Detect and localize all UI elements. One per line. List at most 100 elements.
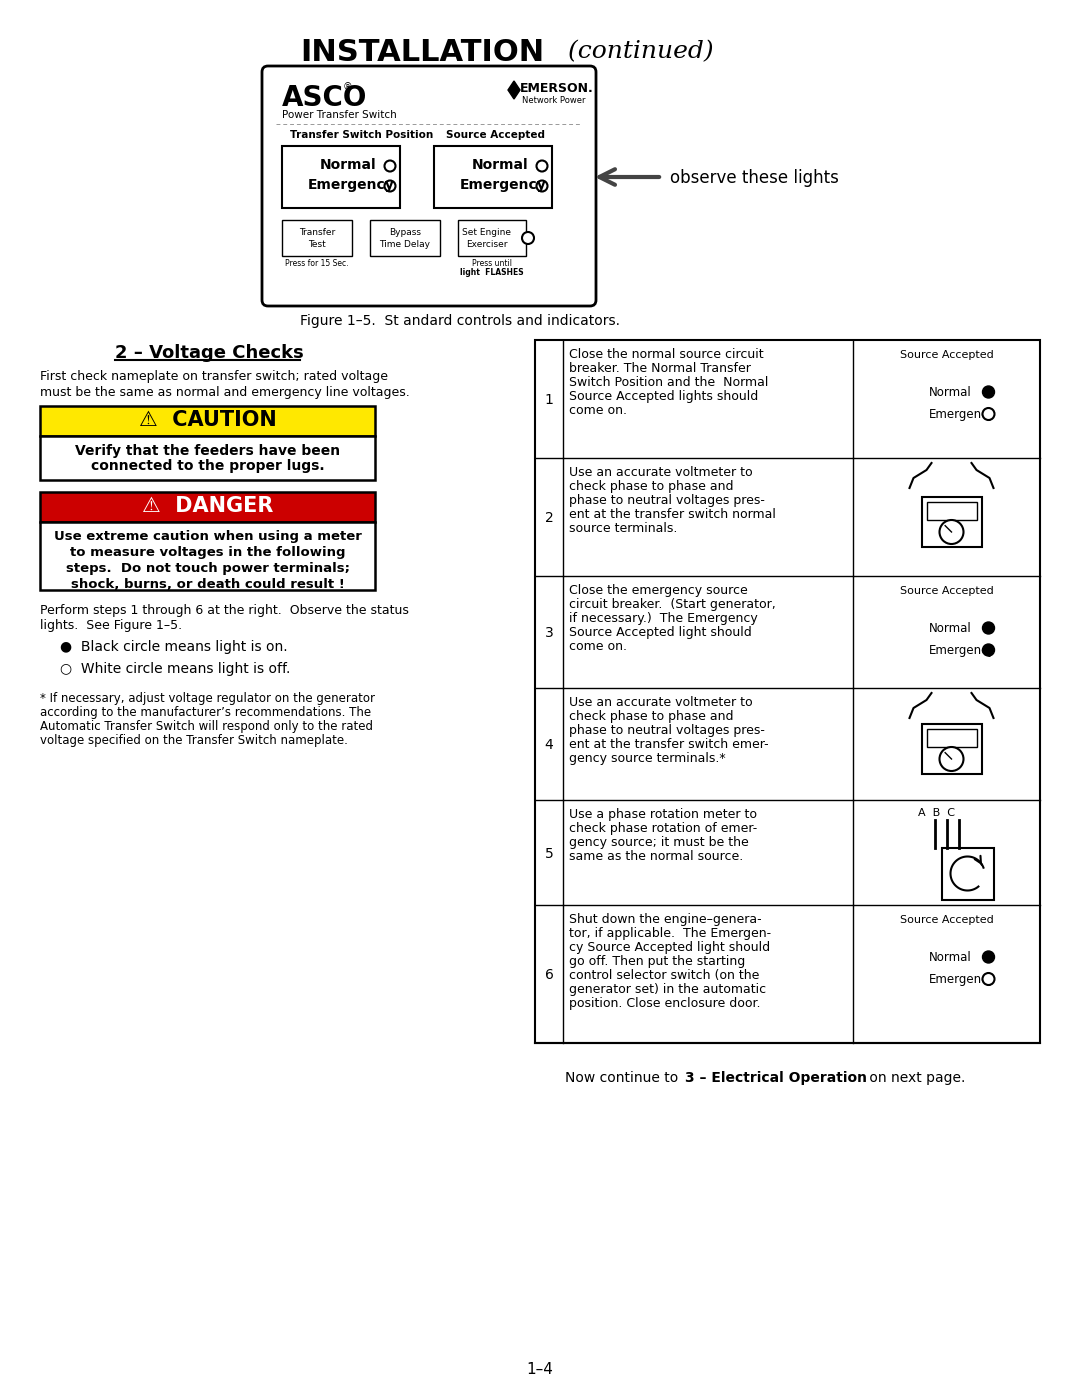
Text: generator set) in the automatic: generator set) in the automatic — [569, 983, 766, 996]
Text: Bypass: Bypass — [389, 228, 421, 237]
Text: 4: 4 — [544, 738, 553, 752]
Text: source terminals.: source terminals. — [569, 522, 677, 535]
Text: 2 – Voltage Checks: 2 – Voltage Checks — [114, 344, 303, 362]
Bar — [282, 219, 352, 256]
Text: Exerciser: Exerciser — [467, 240, 508, 249]
Text: Now continue to: Now continue to — [565, 1071, 683, 1085]
Text: 2: 2 — [544, 511, 553, 525]
Bar — [927, 502, 976, 520]
Text: if necessary.)  The Emergency: if necessary.) The Emergency — [569, 612, 758, 624]
Text: Normal: Normal — [929, 622, 971, 636]
Bar — [942, 848, 994, 900]
Bar — [40, 492, 375, 522]
Circle shape — [983, 386, 995, 398]
Bar — [535, 339, 1040, 1044]
Text: ●  Black circle means light is on.: ● Black circle means light is on. — [60, 640, 287, 654]
Text: Source Accepted light should: Source Accepted light should — [569, 626, 752, 638]
Text: steps.  Do not touch power terminals;: steps. Do not touch power terminals; — [66, 562, 350, 576]
Text: Emergency: Emergency — [929, 972, 995, 986]
Bar — [921, 724, 982, 774]
Text: Emergency: Emergency — [929, 408, 995, 420]
Text: Emergency: Emergency — [929, 644, 995, 657]
Circle shape — [384, 180, 395, 191]
Text: 3: 3 — [544, 626, 553, 640]
Bar — [921, 497, 982, 548]
Text: Perform steps 1 through 6 at the right.  Observe the status: Perform steps 1 through 6 at the right. … — [40, 604, 409, 617]
Text: same as the normal source.: same as the normal source. — [569, 849, 743, 863]
Text: control selector switch (on the: control selector switch (on the — [569, 970, 759, 982]
Text: must be the same as normal and emergency line voltages.: must be the same as normal and emergency… — [40, 386, 409, 400]
Text: 1: 1 — [544, 393, 553, 407]
Text: Source Accepted: Source Accepted — [900, 915, 994, 925]
Bar — [282, 147, 400, 208]
Text: Network Power: Network Power — [522, 96, 585, 105]
Text: check phase to phase and: check phase to phase and — [569, 481, 733, 493]
Text: Transfer: Transfer — [299, 228, 335, 237]
Text: come on.: come on. — [569, 404, 627, 416]
Circle shape — [537, 161, 548, 172]
Bar — [40, 436, 375, 481]
Text: Time Delay: Time Delay — [379, 240, 431, 249]
Text: Set Engine: Set Engine — [462, 228, 512, 237]
Circle shape — [940, 520, 963, 543]
Text: circuit breaker.  (Start generator,: circuit breaker. (Start generator, — [569, 598, 775, 610]
Text: according to the manufacturer’s recommendations. The: according to the manufacturer’s recommen… — [40, 705, 372, 719]
Text: go off. Then put the starting: go off. Then put the starting — [569, 956, 745, 968]
Circle shape — [983, 622, 995, 634]
Text: phase to neutral voltages pres-: phase to neutral voltages pres- — [569, 724, 765, 738]
Text: Source Accepted: Source Accepted — [900, 351, 994, 360]
Text: Switch Position and the  Normal: Switch Position and the Normal — [569, 376, 768, 388]
Text: ⚠  CAUTION: ⚠ CAUTION — [138, 409, 276, 430]
Text: 5: 5 — [544, 847, 553, 861]
Text: ⚠  DANGER: ⚠ DANGER — [141, 496, 273, 515]
Text: ent at the transfer switch normal: ent at the transfer switch normal — [569, 509, 775, 521]
Text: connected to the proper lugs.: connected to the proper lugs. — [91, 460, 324, 474]
Text: Source Accepted lights should: Source Accepted lights should — [569, 390, 758, 402]
Text: check phase to phase and: check phase to phase and — [569, 710, 733, 724]
Text: gency source; it must be the: gency source; it must be the — [569, 835, 748, 849]
Text: Transfer Switch Position: Transfer Switch Position — [291, 130, 433, 140]
Circle shape — [983, 972, 995, 985]
Circle shape — [522, 232, 534, 244]
Text: Power Transfer Switch: Power Transfer Switch — [282, 110, 396, 120]
Text: Press for 15 Sec.: Press for 15 Sec. — [285, 258, 349, 268]
Text: INSTALLATION: INSTALLATION — [300, 38, 544, 67]
Text: cy Source Accepted light should: cy Source Accepted light should — [569, 942, 770, 954]
Text: check phase rotation of emer-: check phase rotation of emer- — [569, 821, 757, 835]
Text: Use an accurate voltmeter to: Use an accurate voltmeter to — [569, 696, 753, 710]
Circle shape — [537, 180, 548, 191]
Text: Normal: Normal — [472, 158, 528, 172]
Text: Close the normal source circuit: Close the normal source circuit — [569, 348, 764, 360]
Circle shape — [983, 644, 995, 657]
Text: to measure voltages in the following: to measure voltages in the following — [70, 546, 346, 559]
Text: 1–4: 1–4 — [527, 1362, 553, 1377]
Text: Source Accepted: Source Accepted — [900, 585, 994, 597]
Text: Normal: Normal — [929, 386, 971, 400]
Text: A  B  C: A B C — [918, 807, 956, 819]
Text: observe these lights: observe these lights — [670, 169, 839, 187]
Text: lights.  See Figure 1–5.: lights. See Figure 1–5. — [40, 619, 183, 631]
Text: Verify that the feeders have been: Verify that the feeders have been — [75, 444, 340, 458]
Text: on next page.: on next page. — [865, 1071, 966, 1085]
Text: EMERSON.: EMERSON. — [519, 82, 594, 95]
Bar — [927, 729, 976, 747]
Circle shape — [983, 408, 995, 420]
Text: Normal: Normal — [320, 158, 377, 172]
Text: breaker. The Normal Transfer: breaker. The Normal Transfer — [569, 362, 751, 374]
Text: Source Accepted: Source Accepted — [446, 130, 545, 140]
Text: * If necessary, adjust voltage regulator on the generator: * If necessary, adjust voltage regulator… — [40, 692, 375, 705]
Text: Emergency: Emergency — [460, 177, 546, 191]
Text: Close the emergency source: Close the emergency source — [569, 584, 747, 597]
Text: (continued): (continued) — [561, 41, 714, 63]
Text: ○  White circle means light is off.: ○ White circle means light is off. — [60, 662, 291, 676]
Bar — [434, 147, 552, 208]
Bar — [40, 522, 375, 590]
Text: Figure 1–5.  St andard controls and indicators.: Figure 1–5. St andard controls and indic… — [300, 314, 620, 328]
Text: Emergency: Emergency — [308, 177, 395, 191]
FancyBboxPatch shape — [262, 66, 596, 306]
Bar — [370, 219, 440, 256]
Text: ASCO: ASCO — [282, 84, 367, 112]
Text: ®: ® — [343, 82, 353, 92]
Polygon shape — [508, 81, 519, 99]
Text: Use extreme caution when using a meter: Use extreme caution when using a meter — [54, 529, 362, 543]
